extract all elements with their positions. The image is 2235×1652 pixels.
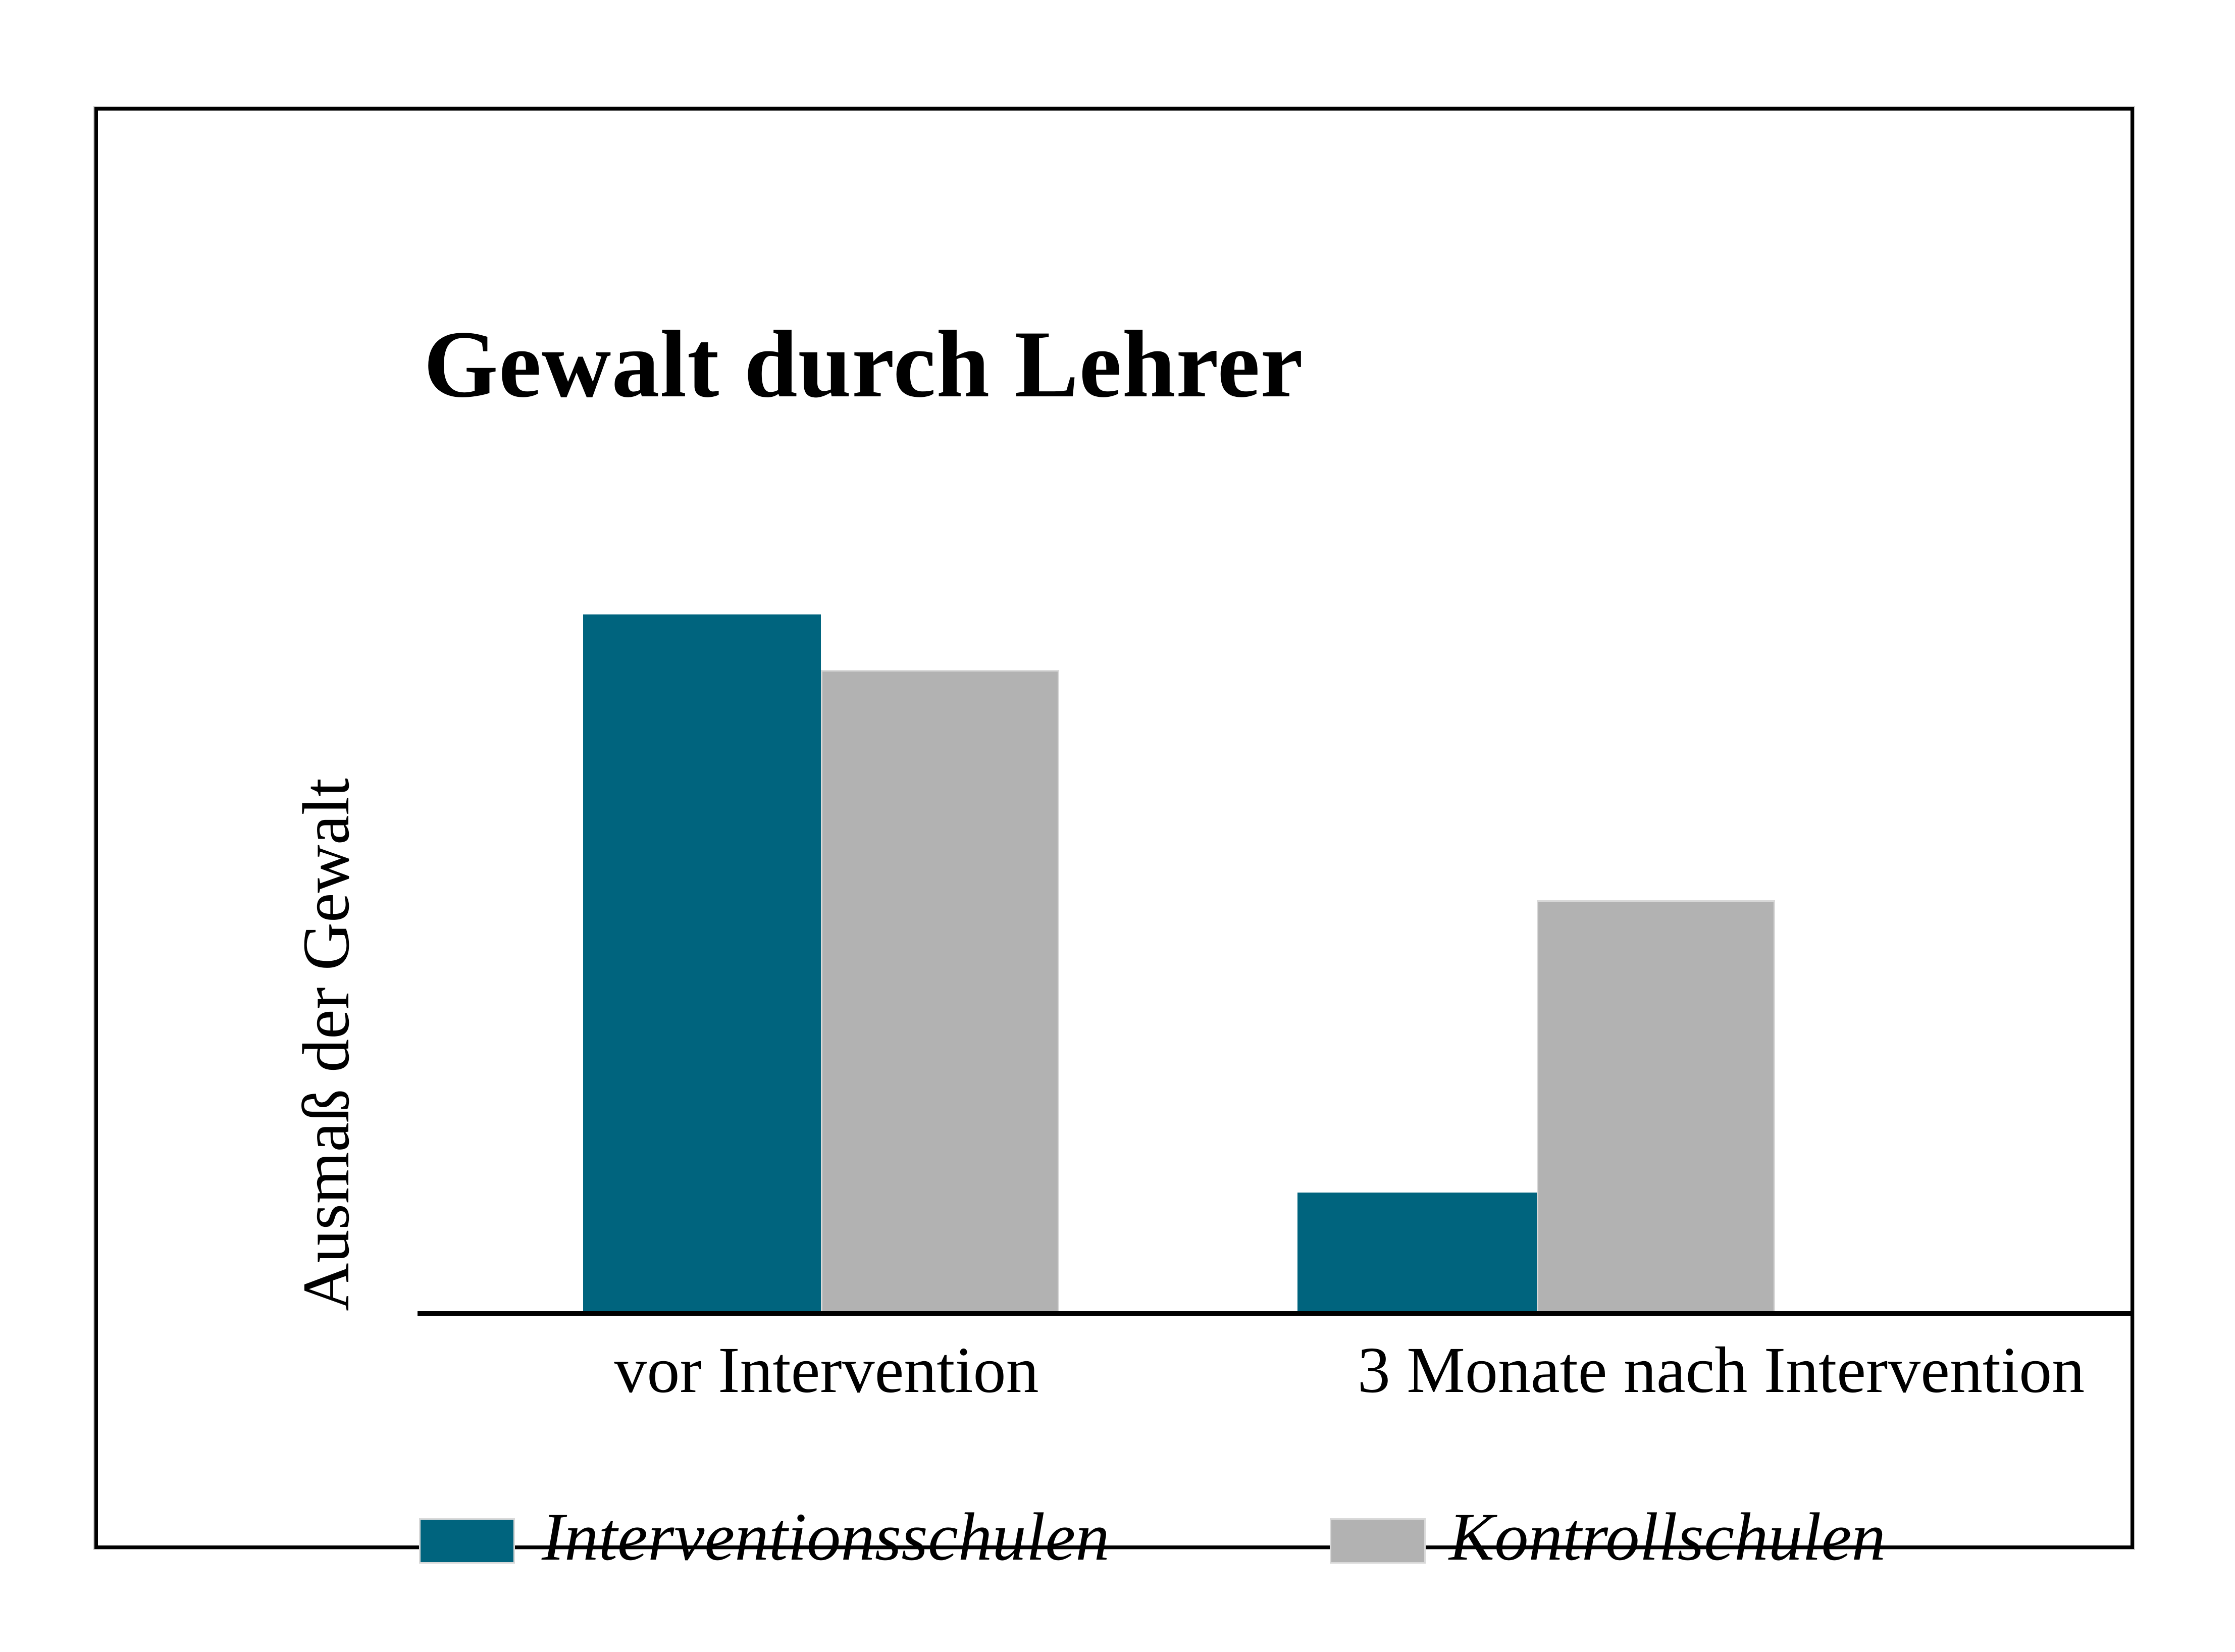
bar-interventionsschulen-vor-intervention bbox=[583, 614, 821, 1311]
plot-area bbox=[418, 614, 2134, 1311]
legend-swatch-interventionsschulen bbox=[419, 1518, 515, 1564]
x-tick-label-nach-intervention: 3 Monate nach Intervention bbox=[1357, 1334, 2085, 1407]
legend-label-kontrollschulen: Kontrollschulen bbox=[1449, 1500, 1886, 1575]
legend-swatch-kontrollschulen bbox=[1330, 1518, 1426, 1564]
bar-kontrollschulen-vor-intervention bbox=[821, 670, 1059, 1311]
legend-label-interventionsschulen: Interventionsschulen bbox=[542, 1500, 1110, 1575]
bar-kontrollschulen-nach-intervention bbox=[1537, 900, 1775, 1311]
y-axis-label: Ausmaß der Gewalt bbox=[289, 778, 363, 1311]
chart-card: Gewalt durch Lehrer Ausmaß der Gewalt vo… bbox=[94, 107, 2134, 1571]
x-tick-label-vor-intervention: vor Intervention bbox=[614, 1334, 1039, 1407]
chart-title: Gewalt durch Lehrer bbox=[424, 312, 1304, 418]
x-axis-line bbox=[418, 1311, 2134, 1316]
bar-interventionsschulen-nach-intervention bbox=[1297, 1193, 1537, 1311]
